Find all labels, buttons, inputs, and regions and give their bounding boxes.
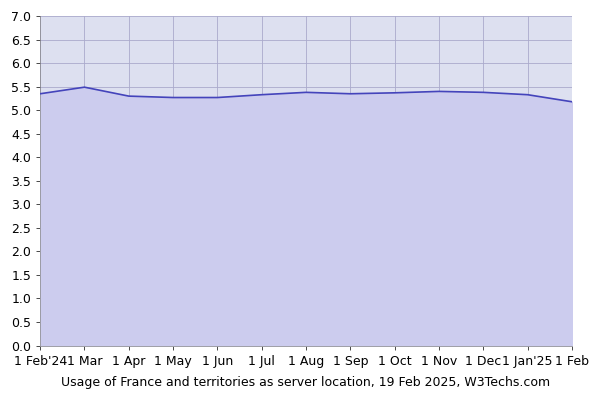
X-axis label: Usage of France and territories as server location, 19 Feb 2025, W3Techs.com: Usage of France and territories as serve… (61, 376, 551, 389)
